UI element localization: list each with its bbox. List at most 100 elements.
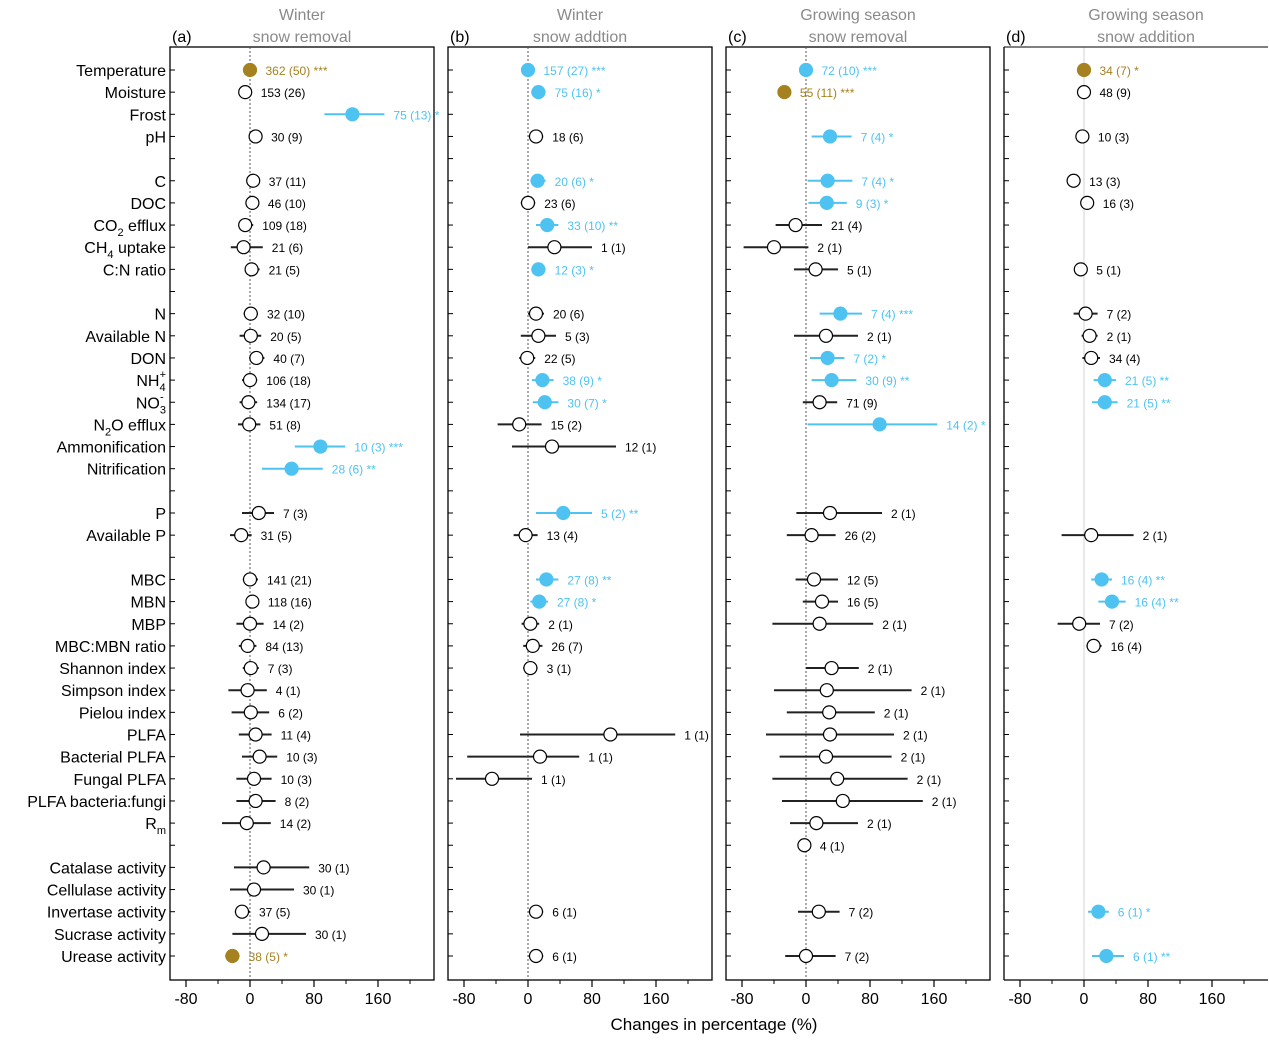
point-label: 75 (13) * <box>393 108 439 122</box>
point-label: 2 (1) <box>867 817 892 831</box>
point-label: 153 (26) <box>261 86 306 100</box>
point-label: 13 (4) <box>547 529 578 543</box>
row-label: Ammonification <box>57 440 166 457</box>
point-label: 4 (1) <box>820 839 845 853</box>
point-label: 157 (27) *** <box>544 64 606 78</box>
point-label: 6 (1) ** <box>1133 950 1171 964</box>
row-label: Pielou index <box>79 705 166 722</box>
point-label: 55 (11) *** <box>800 86 855 100</box>
point-label: 21 (4) <box>831 219 862 233</box>
effect-point <box>246 771 262 786</box>
point-label: 7 (4) *** <box>871 308 913 322</box>
row-label: Urease activity <box>61 949 166 966</box>
point-label: 2 (1) <box>921 684 946 698</box>
row-label: MBC:MBN ratio <box>55 639 166 656</box>
point-label: 21 (5) ** <box>1127 396 1171 410</box>
x-tick-label: 80 <box>861 991 879 1008</box>
point-label: 30 (9) ** <box>865 374 909 388</box>
effect-point <box>1084 528 1099 543</box>
point-label: 21 (5) <box>269 263 300 277</box>
effect-point <box>809 815 824 831</box>
effect-point <box>820 350 835 366</box>
effect-point <box>819 195 834 210</box>
effect-point <box>1072 616 1087 631</box>
effect-point <box>234 904 250 919</box>
row-label: N <box>154 307 166 324</box>
x-tick-label: 0 <box>802 991 811 1008</box>
point-label: 1 (1) <box>601 241 626 255</box>
point-label: 28 (6) ** <box>332 463 376 477</box>
point-label: 26 (7) <box>551 640 582 654</box>
point-label: 30 (7) * <box>567 396 607 410</box>
effect-point <box>822 705 837 720</box>
effect-point <box>798 62 814 78</box>
point-label: 10 (3) <box>286 751 317 765</box>
x-tick-label: 160 <box>1199 991 1226 1008</box>
effect-point <box>1084 350 1099 366</box>
effect-point <box>1080 195 1095 210</box>
row-label: DON <box>130 351 166 368</box>
x-tick-label: 160 <box>921 991 948 1008</box>
effect-point <box>1091 904 1106 919</box>
row-label: NH4+ <box>136 369 166 394</box>
effect-point <box>540 217 555 233</box>
effect-point <box>812 616 827 631</box>
point-label: 9 (3) * <box>856 197 889 211</box>
point-label: 27 (8) * <box>557 596 597 610</box>
point-label: 31 (5) <box>261 529 292 543</box>
point-label: 37 (11) <box>269 175 306 189</box>
effect-point <box>248 793 263 809</box>
point-label: 14 (2) <box>280 817 311 831</box>
panel-subtitle: snow removal <box>809 29 908 46</box>
effect-point <box>238 85 253 100</box>
effect-point <box>544 439 560 454</box>
effect-point <box>240 683 255 698</box>
point-label: 30 (1) <box>303 884 334 898</box>
point-label: 10 (3) *** <box>354 441 403 455</box>
effect-point <box>525 638 540 654</box>
effect-point <box>537 395 552 410</box>
point-label: 118 (16) <box>268 596 312 610</box>
x-tick-label: 80 <box>583 991 601 1008</box>
effect-point <box>313 439 328 454</box>
effect-point <box>822 727 838 742</box>
point-label: 16 (3) <box>1103 197 1134 211</box>
row-label: MBC <box>130 572 166 589</box>
effect-point <box>814 594 830 609</box>
panel-title: Winter <box>557 7 604 24</box>
effect-point <box>830 771 845 786</box>
effect-point <box>243 705 258 720</box>
effect-point <box>798 948 814 964</box>
point-label: 38 (5) * <box>249 950 289 964</box>
effect-point <box>345 107 360 122</box>
effect-point <box>243 660 258 676</box>
effect-point <box>245 195 260 210</box>
x-tick-label: 0 <box>246 991 255 1008</box>
effect-point <box>256 860 271 875</box>
effect-point <box>243 328 258 343</box>
x-tick-label: 0 <box>524 991 533 1008</box>
effect-point <box>246 173 261 188</box>
point-label: 30 (9) <box>271 130 302 144</box>
effect-point <box>242 572 258 587</box>
effect-point <box>812 395 827 410</box>
panels: -80 0 80 160 (a) Winter snow removal 362 (50) *… <box>169 7 1268 1008</box>
effect-point <box>242 62 258 78</box>
point-label: 48 (9) <box>1100 86 1131 100</box>
effect-point <box>531 328 546 343</box>
panel: -80 0 80 160 (a) Winter snow removal 362 (50) *… <box>169 7 440 1008</box>
x-tick-label: 160 <box>643 991 670 1008</box>
row-label: Moisture <box>105 85 166 102</box>
row-label: Temperature <box>76 63 166 80</box>
effect-point <box>835 793 850 809</box>
point-label: 11 (4) <box>281 729 311 743</box>
x-tick-label: -80 <box>1008 991 1031 1008</box>
point-label: 8 (2) <box>285 795 310 809</box>
point-label: 18 (6) <box>552 130 583 144</box>
effect-point <box>1097 395 1112 410</box>
x-tick-label: -80 <box>452 991 475 1008</box>
point-label: 141 (21) <box>267 573 312 587</box>
point-label: 16 (4) <box>1111 640 1142 654</box>
effect-point <box>833 306 848 321</box>
panel-title: Winter <box>279 7 326 24</box>
